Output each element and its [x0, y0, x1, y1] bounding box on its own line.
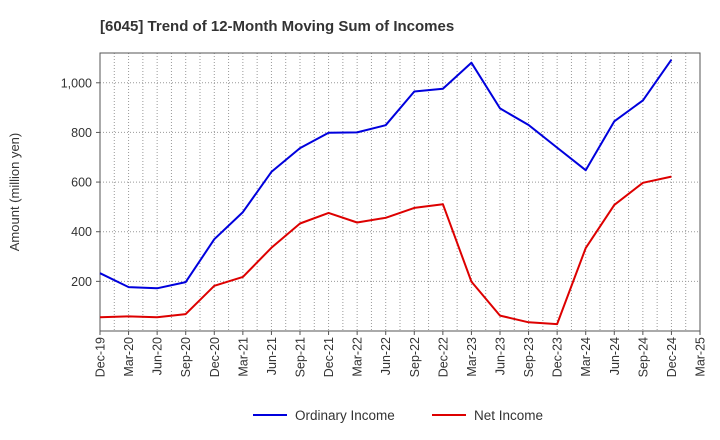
- x-tick-label: Sep-21: [294, 337, 308, 377]
- plot-area-frame: [99, 52, 701, 332]
- grid: [100, 53, 700, 331]
- legend-label-net-income: Net Income: [474, 408, 543, 423]
- x-tick-label: Dec-19: [94, 337, 108, 377]
- y-tick-label: 200: [71, 275, 92, 289]
- x-tick-label: Mar-22: [351, 337, 365, 377]
- chart-title: [6045] Trend of 12-Month Moving Sum of I…: [100, 18, 454, 35]
- y-axis-label: Amount (million yen): [7, 133, 22, 252]
- y-tick-label: 400: [71, 225, 92, 239]
- x-tick-label: Sep-24: [636, 337, 650, 377]
- y-axis-ticks: 200 400 600 800 1,000: [61, 76, 100, 289]
- x-tick-label: Jun-20: [151, 337, 165, 375]
- x-tick-label: Mar-20: [122, 337, 136, 377]
- x-tick-label: Jun-24: [608, 337, 622, 375]
- x-tick-label: Dec-23: [551, 337, 565, 377]
- y-tick-label: 1,000: [61, 76, 92, 90]
- x-tick-label: Mar-21: [236, 337, 250, 377]
- x-tick-label: Mar-24: [579, 337, 593, 377]
- legend: Ordinary Income Net Income: [253, 408, 543, 423]
- series-line-net-income: [99, 175, 672, 326]
- legend-label-ordinary-income: Ordinary Income: [295, 408, 395, 423]
- x-tick-label: Sep-20: [179, 337, 193, 377]
- x-tick-label: Dec-24: [665, 337, 679, 377]
- x-tick-label: Dec-21: [322, 337, 336, 377]
- x-tick-label: Jun-21: [265, 337, 279, 375]
- x-tick-label: Mar-23: [465, 337, 479, 377]
- x-axis-ticks: Dec-19 Mar-20 Jun-20 Sep-20 Dec-20 Mar-21 Jun-…: [94, 331, 708, 377]
- x-tick-label: Mar-25: [694, 337, 708, 377]
- x-tick-label: Jun-23: [494, 337, 508, 375]
- y-tick-label: 800: [71, 126, 92, 140]
- x-tick-label: Sep-22: [408, 337, 422, 377]
- x-tick-label: Dec-22: [436, 337, 450, 377]
- x-tick-label: Sep-23: [522, 337, 536, 377]
- x-tick-label: Jun-22: [379, 337, 393, 375]
- y-tick-label: 600: [71, 176, 92, 190]
- x-tick-label: Dec-20: [208, 337, 222, 377]
- series-lines: [99, 59, 673, 326]
